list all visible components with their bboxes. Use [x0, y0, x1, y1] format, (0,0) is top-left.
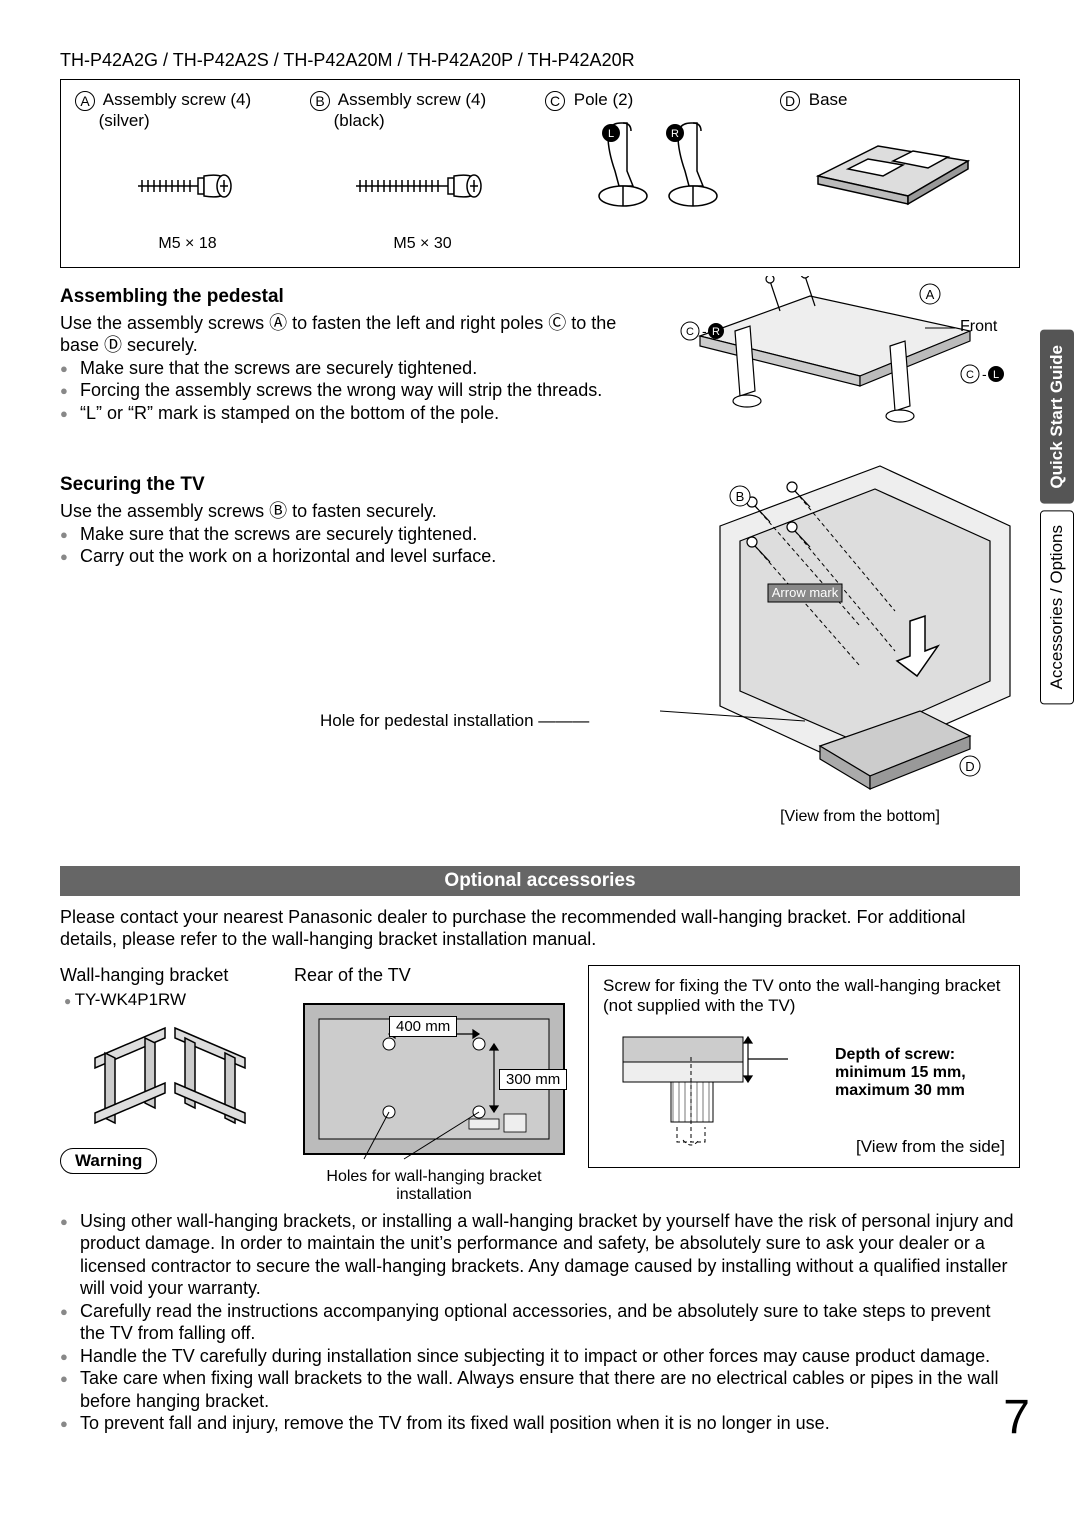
svg-text:[View from the bottom]: [View from the bottom]: [780, 808, 940, 825]
svg-text:L: L: [993, 369, 999, 381]
bracket-icon: [60, 1018, 280, 1138]
securing-intro: Use the assembly screws Ⓑ to fasten secu…: [60, 501, 437, 521]
tab-quick-start[interactable]: Quick Start Guide: [1040, 330, 1074, 504]
part-c-name: Pole (2): [574, 90, 634, 109]
screw-silver-icon: [128, 141, 248, 231]
dim-height: 300 mm: [499, 1069, 567, 1090]
letter-b-icon: B: [310, 91, 330, 111]
warning-item: To prevent fall and injury, remove the T…: [76, 1412, 1020, 1435]
rear-column: Rear of the TV: [294, 965, 574, 1204]
svg-text:B: B: [736, 489, 745, 504]
tv-rear-icon: 400 mm 300 mm: [294, 994, 574, 1164]
rear-title: Rear of the TV: [294, 965, 574, 986]
assembling-bullet: “L” or “R” mark is stamped on the bottom…: [76, 402, 620, 425]
assembling-body: Use the assembly screws Ⓐ to fasten the …: [60, 312, 620, 425]
screw-title-2: (not supplied with the TV): [603, 996, 1005, 1016]
part-a-label: A Assembly screw (4) (silver): [75, 90, 251, 131]
svg-text:R: R: [712, 326, 720, 338]
depth-note: Depth of screw: minimum 15 mm, maximum 3…: [835, 1046, 1005, 1100]
side-tabs: Quick Start Guide Accessories / Options: [1040, 330, 1074, 704]
letter-d-icon: D: [780, 91, 800, 111]
svg-text:Arrow mark: Arrow mark: [772, 585, 839, 600]
optional-row: Wall-hanging bracket TY-WK4P1RW: [60, 965, 1020, 1204]
securing-body: Use the assembly screws Ⓑ to fasten secu…: [60, 500, 620, 568]
part-c: C Pole (2) L: [545, 90, 770, 253]
base-icon: [808, 121, 978, 211]
model-line: TH-P42A2G / TH-P42A2S / TH-P42A20M / TH-…: [60, 50, 1020, 71]
bracket-model: TY-WK4P1RW: [60, 990, 280, 1010]
part-b: B Assembly screw (4) (black): [310, 90, 535, 253]
pole-r-label: R: [671, 128, 679, 140]
part-d-label: D Base: [780, 90, 847, 111]
securing-bullet: Make sure that the screws are securely t…: [76, 523, 620, 546]
part-a-spec: M5 × 18: [158, 235, 216, 253]
part-d-name: Base: [809, 90, 848, 109]
svg-text:Front: Front: [960, 318, 998, 335]
part-c-label: C Pole (2): [545, 90, 633, 111]
assembling-bullet: Forcing the assembly screws the wrong wa…: [76, 379, 620, 402]
hole-label: Hole for pedestal installation ———: [320, 711, 589, 731]
assembling-intro: Use the assembly screws Ⓐ to fasten the …: [60, 313, 616, 356]
optional-header: Optional accessories: [60, 866, 1020, 896]
assembling-section: Assembling the pedestal Use the assembly…: [60, 286, 1020, 846]
assembling-bullet: Make sure that the screws are securely t…: [76, 357, 620, 380]
pole-icon: L R: [583, 121, 733, 211]
warning-label: Warning: [60, 1148, 157, 1174]
part-b-sub: (black): [334, 111, 385, 130]
optional-intro: Please contact your nearest Panasonic de…: [60, 906, 1020, 951]
part-a-name: Assembly screw (4): [103, 90, 251, 109]
assembly-diagram: A Front C - R C - L: [660, 276, 1020, 836]
holes-caption: Holes for wall-hanging bracket installat…: [294, 1168, 574, 1204]
letter-a-icon: A: [75, 91, 95, 111]
tab-accessories[interactable]: Accessories / Options: [1040, 510, 1074, 704]
part-b-spec: M5 × 30: [393, 235, 451, 253]
part-d: D Base: [780, 90, 1005, 253]
svg-text:C: C: [966, 369, 974, 381]
view-side: [View from the side]: [856, 1137, 1005, 1157]
warning-item: Carefully read the instructions accompan…: [76, 1300, 1020, 1345]
part-a: A Assembly screw (4) (silver): [75, 90, 300, 253]
screw-title-1: Screw for fixing the TV onto the wall-ha…: [603, 976, 1005, 996]
svg-text:D: D: [965, 759, 974, 774]
letter-c-icon: C: [545, 91, 565, 111]
bracket-title: Wall-hanging bracket: [60, 965, 280, 986]
page-number: 7: [1003, 1390, 1030, 1445]
warning-item: Take care when fixing wall brackets to t…: [76, 1367, 1020, 1412]
part-b-name: Assembly screw (4): [338, 90, 486, 109]
part-a-sub: (silver): [99, 111, 150, 130]
svg-text:-: -: [702, 323, 707, 339]
warning-list: Using other wall-hanging brackets, or in…: [60, 1210, 1020, 1435]
parts-box: A Assembly screw (4) (silver): [60, 79, 1020, 268]
svg-text:C: C: [686, 326, 694, 338]
part-b-label: B Assembly screw (4) (black): [310, 90, 486, 131]
bracket-column: Wall-hanging bracket TY-WK4P1RW: [60, 965, 280, 1174]
securing-bullet: Carry out the work on a horizontal and l…: [76, 545, 620, 568]
dim-width: 400 mm: [389, 1016, 457, 1037]
screw-black-icon: [348, 141, 498, 231]
screw-panel: Screw for fixing the TV onto the wall-ha…: [588, 965, 1020, 1168]
warning-item: Handle the TV carefully during installat…: [76, 1345, 1020, 1368]
svg-text:-: -: [982, 366, 987, 382]
pole-l-label: L: [607, 128, 613, 140]
warning-item: Using other wall-hanging brackets, or in…: [76, 1210, 1020, 1300]
svg-text:A: A: [926, 287, 935, 302]
